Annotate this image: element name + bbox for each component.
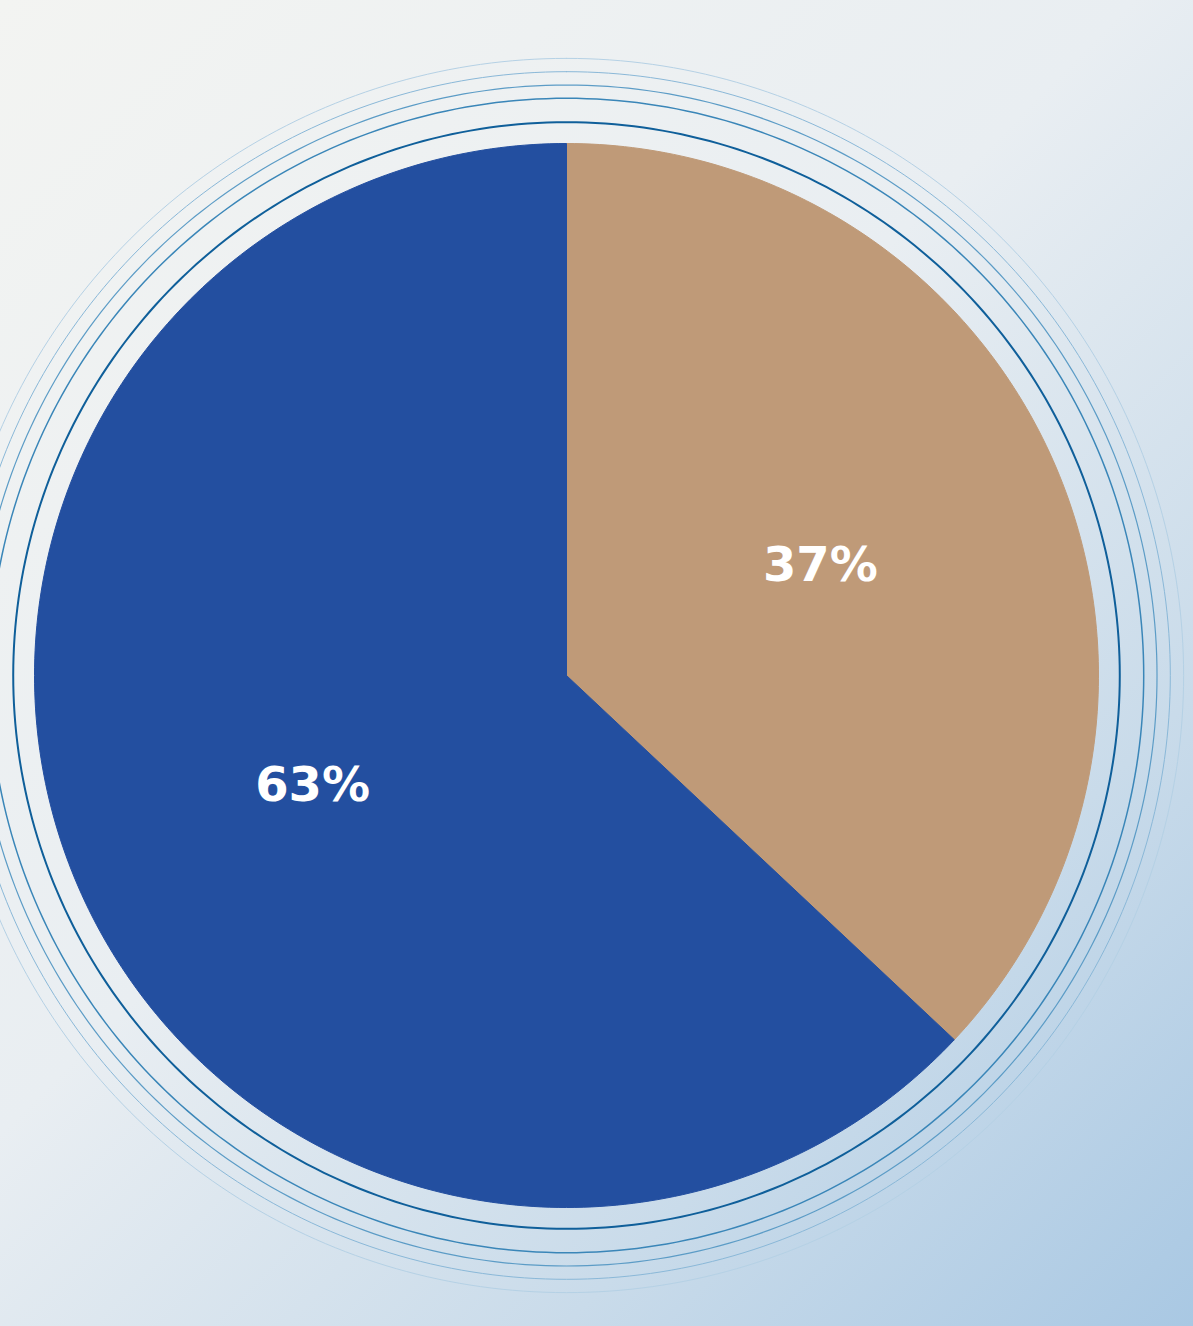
svg-text:63%: 63% xyxy=(255,756,370,812)
svg-text:37%: 37% xyxy=(763,536,878,592)
